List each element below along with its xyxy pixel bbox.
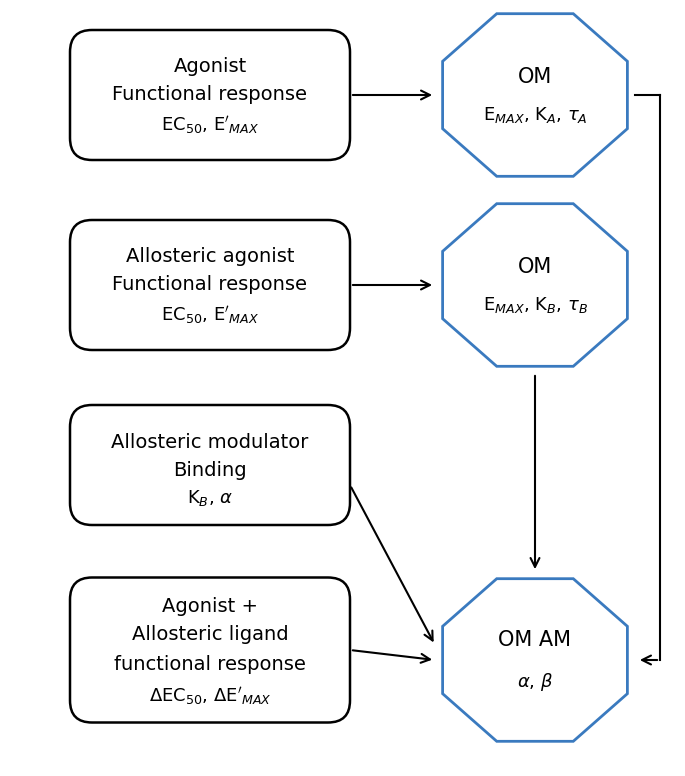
Text: $\Delta\mathrm{EC}_{50}$, $\Delta\mathrm{E'}_{MAX}$: $\Delta\mathrm{EC}_{50}$, $\Delta\mathrm… — [149, 685, 271, 707]
Text: Binding: Binding — [173, 460, 247, 480]
Text: Functional response: Functional response — [112, 275, 308, 295]
Text: $\mathrm{E}_{MAX}$, $\mathrm{K}_{A}$, $\tau_{A}$: $\mathrm{E}_{MAX}$, $\mathrm{K}_{A}$, $\… — [483, 105, 587, 125]
Text: Allosteric modulator: Allosteric modulator — [111, 434, 309, 452]
Text: $\mathrm{E}_{MAX}$, $\mathrm{K}_{B}$, $\tau_{B}$: $\mathrm{E}_{MAX}$, $\mathrm{K}_{B}$, $\… — [482, 295, 588, 315]
Text: functional response: functional response — [114, 654, 306, 674]
Text: OM: OM — [518, 67, 552, 87]
Text: $\mathrm{EC}_{50}$, $\mathrm{E'}_{MAX}$: $\mathrm{EC}_{50}$, $\mathrm{E'}_{MAX}$ — [161, 114, 259, 136]
Text: Functional response: Functional response — [112, 85, 308, 105]
Text: Allosteric agonist: Allosteric agonist — [126, 248, 295, 266]
Text: OM: OM — [518, 257, 552, 277]
Text: Agonist +: Agonist + — [162, 597, 258, 615]
Text: $\alpha$, $\beta$: $\alpha$, $\beta$ — [517, 671, 553, 693]
Text: Allosteric ligand: Allosteric ligand — [132, 625, 288, 645]
Text: Agonist: Agonist — [173, 57, 247, 77]
Text: $\mathrm{K}_{B}$, $\alpha$: $\mathrm{K}_{B}$, $\alpha$ — [187, 488, 233, 508]
Text: OM AM: OM AM — [499, 630, 571, 650]
Text: $\mathrm{EC}_{50}$, $\mathrm{E'}_{MAX}$: $\mathrm{EC}_{50}$, $\mathrm{E'}_{MAX}$ — [161, 304, 259, 326]
